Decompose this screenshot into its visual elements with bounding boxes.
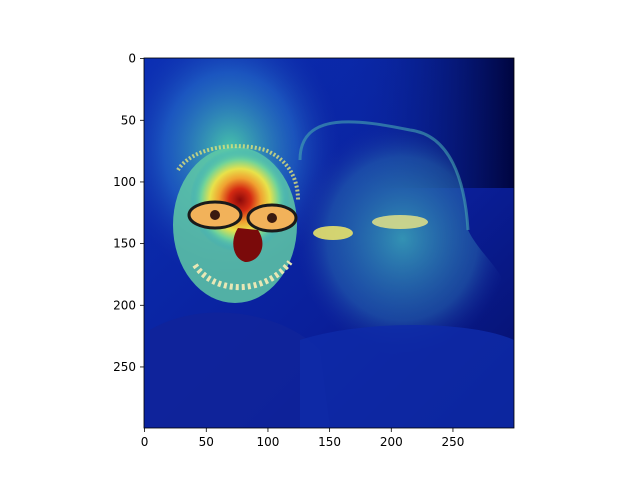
- y-tick-label: 250: [113, 360, 136, 374]
- eye-right: [267, 213, 277, 223]
- y-tick-label: 0: [128, 52, 136, 66]
- y-tick-label: 200: [113, 298, 136, 312]
- left-body: [150, 312, 330, 428]
- axes-frame: [143, 57, 515, 429]
- right-figure: [295, 121, 510, 356]
- y-tick-label: 100: [113, 175, 136, 189]
- right-body: [300, 325, 514, 428]
- right-eye-left: [313, 226, 353, 240]
- y-tick-label: 50: [121, 113, 136, 127]
- mask-top-pattern: [176, 144, 300, 201]
- y-axis: 0 50 100 150 200 250: [113, 52, 144, 374]
- x-tick-label: 150: [318, 435, 341, 449]
- right-eye-right: [372, 215, 428, 229]
- skull-nose: [233, 228, 263, 262]
- x-axis: 0 50 100 150 200 250: [141, 428, 464, 449]
- right-hood-outline: [298, 120, 470, 231]
- heatmap-image: [144, 58, 514, 428]
- y-tick-label: 150: [113, 237, 136, 251]
- x-tick-label: 0: [141, 435, 149, 449]
- eye-left: [210, 210, 220, 220]
- x-tick-label: 100: [256, 435, 279, 449]
- skull-teeth: [192, 260, 293, 291]
- x-tick-label: 200: [380, 435, 403, 449]
- x-tick-label: 50: [199, 435, 214, 449]
- x-tick-label: 250: [441, 435, 464, 449]
